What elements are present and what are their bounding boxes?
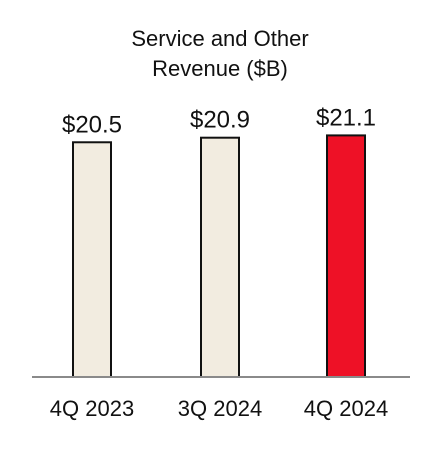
category-label-1: 4Q 2023 <box>50 396 134 421</box>
bar-3 <box>326 134 366 378</box>
chart-title: Service and Other Revenue ($B) <box>0 24 440 84</box>
value-label-3: $21.1 <box>316 104 376 131</box>
chart-title-line-1: Service and Other <box>131 26 309 51</box>
bar-1 <box>72 141 112 378</box>
bar-2 <box>200 136 240 378</box>
chart-title-line-2: Revenue ($B) <box>152 56 288 81</box>
value-label-1: $20.5 <box>62 111 122 138</box>
category-label-3: 4Q 2024 <box>304 396 388 421</box>
category-label-2: 3Q 2024 <box>178 396 262 421</box>
value-label-2: $20.9 <box>190 107 250 134</box>
